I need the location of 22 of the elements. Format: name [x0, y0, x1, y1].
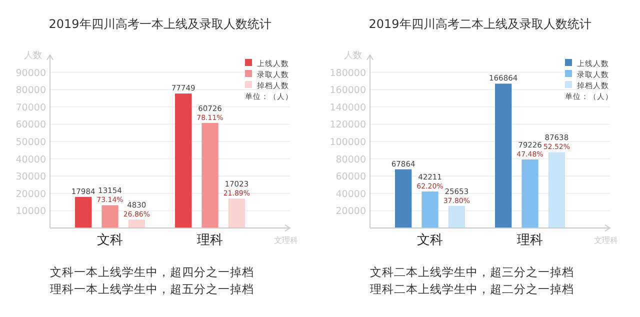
- x-tick-label: 文科: [97, 233, 123, 248]
- x-tick-label: 理科: [517, 233, 543, 248]
- bar: [202, 122, 218, 228]
- x-tick-label: 理科: [197, 233, 223, 248]
- bar: [175, 93, 192, 228]
- bar: [422, 191, 438, 228]
- bar: [102, 205, 118, 228]
- text: 文科一本上线学生中，超四分之一掉档: [50, 265, 254, 279]
- chart-title: 2019年四川高考二本上线及录取人数统计: [368, 17, 592, 31]
- bar: [495, 84, 512, 228]
- chart-title: 2019年四川高考一本上线及录取人数统计: [48, 17, 272, 31]
- text: 理科二本上线学生中，超二分之一掉档: [370, 282, 574, 296]
- x-tick-label: 文科: [417, 233, 443, 248]
- bar: [522, 159, 538, 228]
- bar: [128, 220, 145, 228]
- bar: [228, 198, 245, 228]
- bar: [448, 206, 465, 228]
- bar: [75, 196, 92, 228]
- bar: [548, 152, 565, 228]
- text: 理科一本上线学生中，超五分之一掉档: [50, 282, 254, 296]
- text: 文科二本上线学生中，超三分之一掉档: [370, 265, 574, 279]
- bar: [395, 169, 412, 228]
